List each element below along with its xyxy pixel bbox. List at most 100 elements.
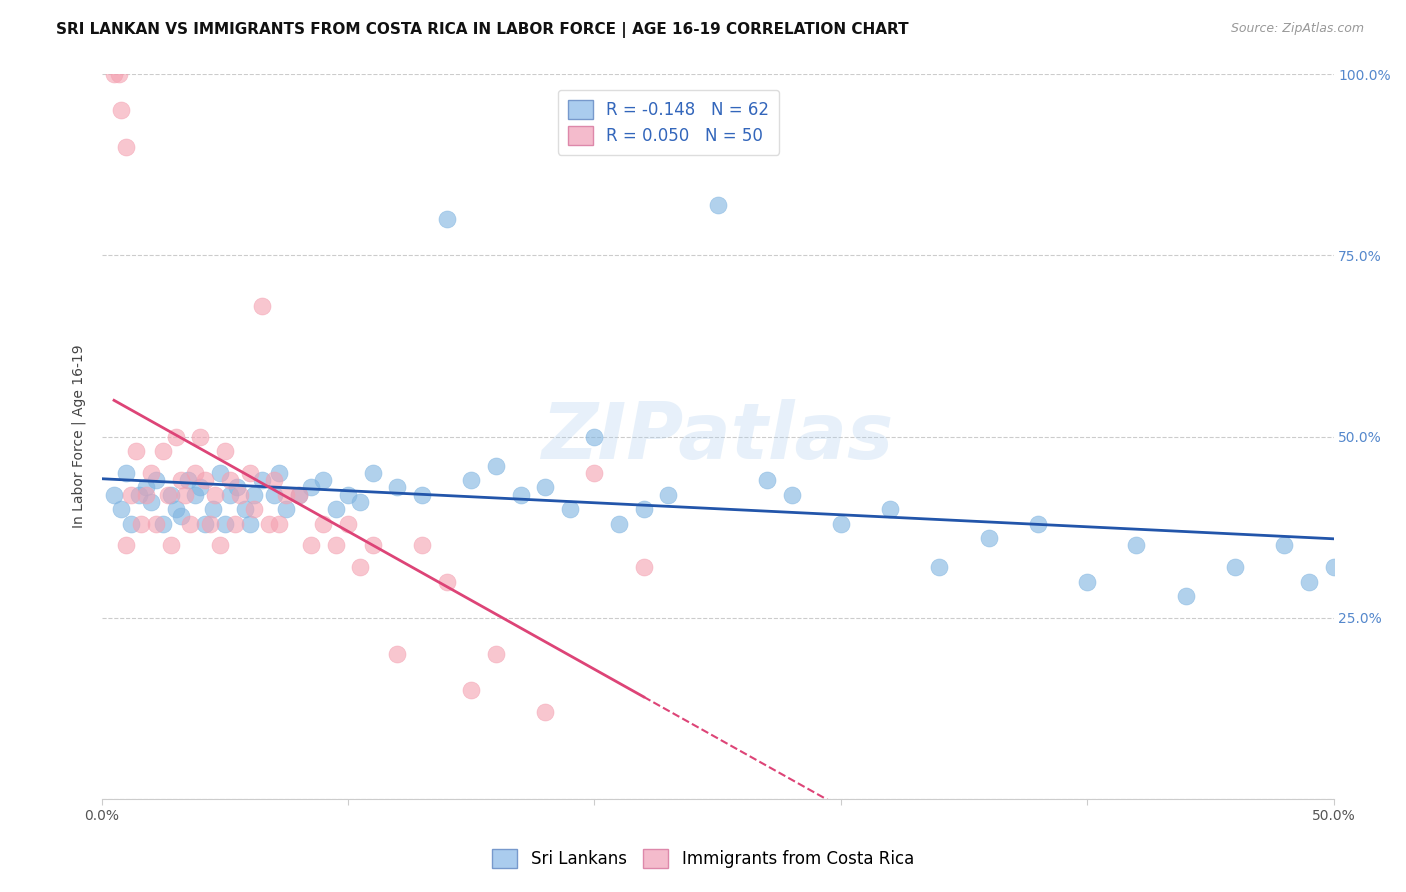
Point [120,516,142,531]
Point [1125,538,1147,552]
Point [269,516,291,531]
Point [110,502,132,516]
Point [312,473,335,487]
Point [159,538,181,552]
Point [214,444,236,458]
Point [337,516,360,531]
Point [1322,560,1344,574]
Point [238,516,260,531]
Point [337,487,360,501]
Point [145,516,167,531]
Point [250,299,273,313]
Point [129,516,152,531]
Point [228,487,250,501]
Point [125,444,148,458]
Point [1223,560,1246,574]
Point [1272,538,1295,552]
Point [387,647,409,661]
Point [583,429,606,443]
Point [1298,574,1320,589]
Point [534,480,557,494]
Point [103,67,125,81]
Point [879,502,901,516]
Point [361,538,384,552]
Point [157,487,180,501]
Point [436,574,458,589]
Point [928,560,950,574]
Point [152,444,174,458]
Point [288,487,311,501]
Point [1026,516,1049,531]
Point [830,516,852,531]
Point [139,466,162,480]
Point [226,480,249,494]
Y-axis label: In Labor Force | Age 16-19: In Labor Force | Age 16-19 [72,344,86,528]
Point [115,466,138,480]
Point [349,560,371,574]
Point [233,502,256,516]
Point [194,516,217,531]
Point [780,487,803,501]
Point [263,487,285,501]
Point [108,67,131,81]
Legend: R = -0.148   N = 62, R = 0.050   N = 50: R = -0.148 N = 62, R = 0.050 N = 50 [558,89,779,155]
Point [299,480,322,494]
Point [188,429,211,443]
Point [179,516,201,531]
Point [411,538,433,552]
Point [755,473,778,487]
Point [436,212,458,227]
Point [243,502,266,516]
Point [169,473,191,487]
Point [208,538,231,552]
Point [198,516,221,531]
Point [184,466,207,480]
Point [583,466,606,480]
Point [103,487,125,501]
Point [633,560,655,574]
Point [257,516,280,531]
Point [349,495,371,509]
Point [299,538,322,552]
Point [165,429,187,443]
Point [120,487,142,501]
Point [460,473,482,487]
Legend: Sri Lankans, Immigrants from Costa Rica: Sri Lankans, Immigrants from Costa Rica [485,842,921,875]
Text: SRI LANKAN VS IMMIGRANTS FROM COSTA RICA IN LABOR FORCE | AGE 16-19 CORRELATION : SRI LANKAN VS IMMIGRANTS FROM COSTA RICA… [56,22,908,38]
Point [288,487,311,501]
Point [977,531,1000,545]
Point [184,487,207,501]
Point [485,647,508,661]
Point [534,705,557,719]
Point [169,509,191,524]
Point [145,473,167,487]
Point [115,139,138,153]
Point [460,683,482,698]
Point [238,466,260,480]
Point [174,487,197,501]
Point [139,495,162,509]
Point [214,516,236,531]
Point [243,487,266,501]
Point [224,516,246,531]
Point [276,487,298,501]
Point [204,487,226,501]
Point [558,502,581,516]
Point [276,502,298,516]
Point [361,466,384,480]
Point [135,487,157,501]
Point [159,487,181,501]
Point [135,480,157,494]
Point [218,473,240,487]
Point [115,538,138,552]
Point [110,103,132,118]
Point [485,458,508,473]
Point [188,480,211,494]
Point [177,473,200,487]
Point [194,473,217,487]
Point [1076,574,1098,589]
Point [218,487,240,501]
Point [152,516,174,531]
Text: Source: ZipAtlas.com: Source: ZipAtlas.com [1230,22,1364,36]
Point [387,480,409,494]
